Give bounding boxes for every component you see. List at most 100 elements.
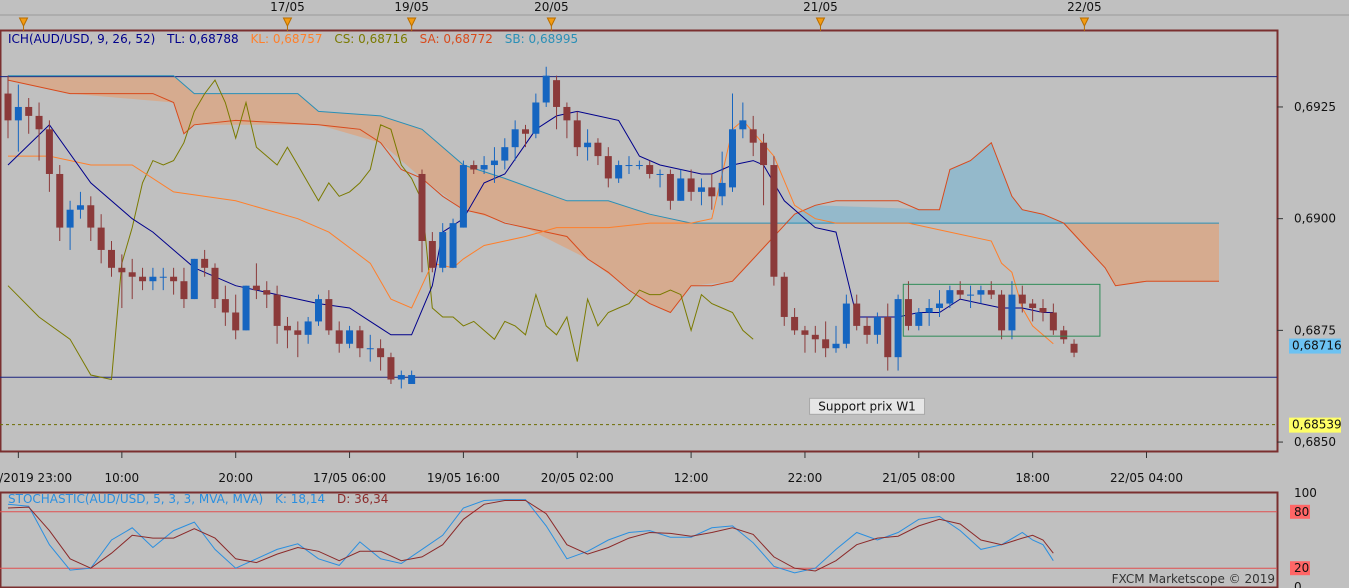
- candle-body-96: [998, 294, 1006, 331]
- candle-body-89: [925, 308, 933, 313]
- ichimoku-legend: ICH(AUD/USD, 9, 26, 52) TL: 0,68788 KL: …: [8, 32, 578, 46]
- candle-2: [25, 98, 33, 134]
- annotation-label-0: Support prix W1: [809, 397, 926, 415]
- candle-8: [87, 196, 95, 241]
- candle-body-7: [76, 205, 84, 210]
- stoch-y-tick-2: 20: [1290, 561, 1310, 576]
- candle-30: [315, 294, 322, 326]
- candle-6: [66, 200, 74, 250]
- candle-101: [1049, 303, 1057, 335]
- candle-23: [242, 285, 250, 331]
- day-marker-arrow-0: [18, 17, 29, 28]
- footer-brand: FXCM Marketscope © 2019: [1112, 572, 1275, 586]
- candle-body-100: [1039, 308, 1047, 313]
- candle-body-18: [190, 258, 198, 300]
- candle-51: [532, 93, 540, 139]
- legend-tl: TL: 0,68788: [166, 32, 239, 46]
- candle-body-97: [1008, 294, 1016, 331]
- day-marker-1: 17/05: [270, 0, 305, 31]
- candle-59: [615, 160, 623, 183]
- day-marker-arrow-3: [546, 17, 557, 28]
- candle-4: [45, 120, 53, 192]
- candle-29: [304, 316, 312, 344]
- candle-70: [729, 93, 736, 192]
- x-tick-label-1: 10:00: [105, 471, 140, 485]
- candle-68: [708, 173, 716, 210]
- candle-94: [977, 285, 985, 304]
- candle-1: [14, 84, 22, 152]
- day-marker-5: 22/05: [1067, 0, 1102, 31]
- candle-body-52: [542, 75, 550, 103]
- candle-body-32: [335, 330, 343, 344]
- candle-35: [366, 334, 374, 362]
- price-badge-bg-1: [1289, 417, 1341, 433]
- candle-body-37: [387, 357, 395, 380]
- candle-79: [822, 321, 830, 358]
- kijun-line: [8, 119, 1054, 345]
- axes-layer: 0,6925 0,6900 0,6875 0,6850 0,68716 0,68539 15…: [0, 0, 1342, 485]
- candle-77: [801, 325, 809, 353]
- candle-46: [480, 156, 488, 174]
- price-badge-0: 0,68716: [1289, 338, 1342, 354]
- day-marker-4: 21/05: [803, 0, 838, 31]
- candle-body-21: [221, 299, 229, 313]
- annotations-layer: Support prix W1: [809, 283, 1101, 415]
- candle-body-23: [242, 285, 250, 331]
- candle-body-93: [967, 294, 975, 296]
- candle-body-64: [666, 173, 674, 201]
- candle-body-80: [832, 343, 840, 349]
- candle-body-39: [408, 375, 416, 384]
- candle-53: [553, 75, 561, 130]
- cloud-fill-1: [784, 142, 1064, 224]
- candle-body-58: [604, 156, 612, 179]
- candle-body-44: [459, 165, 467, 228]
- candle-body-6: [66, 209, 74, 228]
- candle-body-20: [211, 267, 219, 300]
- candle-body-70: [729, 129, 736, 188]
- y-tick-label-0: 0,6925: [1294, 100, 1336, 114]
- candle-body-59: [615, 165, 623, 179]
- candle-76: [791, 308, 799, 335]
- stoch-tick-bg-2: [1290, 561, 1310, 576]
- candle-87: [904, 281, 912, 331]
- stoch-line-d: [7, 500, 1054, 572]
- candle-body-17: [180, 281, 188, 300]
- candle-14: [149, 267, 157, 291]
- candle-72: [749, 115, 757, 157]
- day-marker-arrow-1: [282, 17, 293, 28]
- candle-74: [770, 156, 778, 286]
- candle-69: [718, 151, 726, 206]
- candle-body-47: [490, 160, 498, 166]
- candle-73: [760, 133, 768, 206]
- candle-55: [573, 111, 581, 157]
- candle-body-40: [418, 173, 426, 241]
- candle-48: [501, 138, 509, 170]
- x-tick-label-0: 15/05/2019 23:00: [0, 471, 72, 485]
- stoch-y-tick-label-3: 0: [1294, 580, 1302, 588]
- y-tick-label-1: 0,6900: [1294, 212, 1336, 226]
- x-tick-label-3: 17/05 06:00: [313, 471, 386, 485]
- candle-16: [170, 267, 178, 295]
- candle-body-101: [1049, 312, 1057, 331]
- price-badge-text-0: 0,68716: [1292, 339, 1342, 353]
- stochastic-legend: STOCHASTIC(AUD/USD, 5, 3, 3, MVA, MVA) K…: [8, 492, 388, 506]
- candle-body-87: [904, 299, 912, 326]
- candle-39: [408, 370, 416, 384]
- candle-body-76: [791, 316, 799, 331]
- candle-49: [511, 120, 519, 161]
- stoch-line-k: [7, 499, 1054, 574]
- candle-99: [1029, 299, 1037, 322]
- candle-body-38: [397, 375, 405, 380]
- price-badge-1: 0,68539: [1289, 417, 1342, 433]
- candle-body-0: [4, 93, 12, 121]
- legend-cs: CS: 0,68716: [334, 32, 407, 46]
- candle-60: [625, 156, 633, 174]
- candle-22: [232, 294, 240, 340]
- candle-body-99: [1029, 303, 1037, 309]
- annotation-text-0: Support prix W1: [818, 399, 916, 413]
- price-badge-bg-0: [1289, 338, 1341, 354]
- x-tick-label-6: 12:00: [674, 471, 709, 485]
- day-marker-label-5: 22/05: [1067, 0, 1102, 14]
- candle-body-51: [532, 102, 540, 134]
